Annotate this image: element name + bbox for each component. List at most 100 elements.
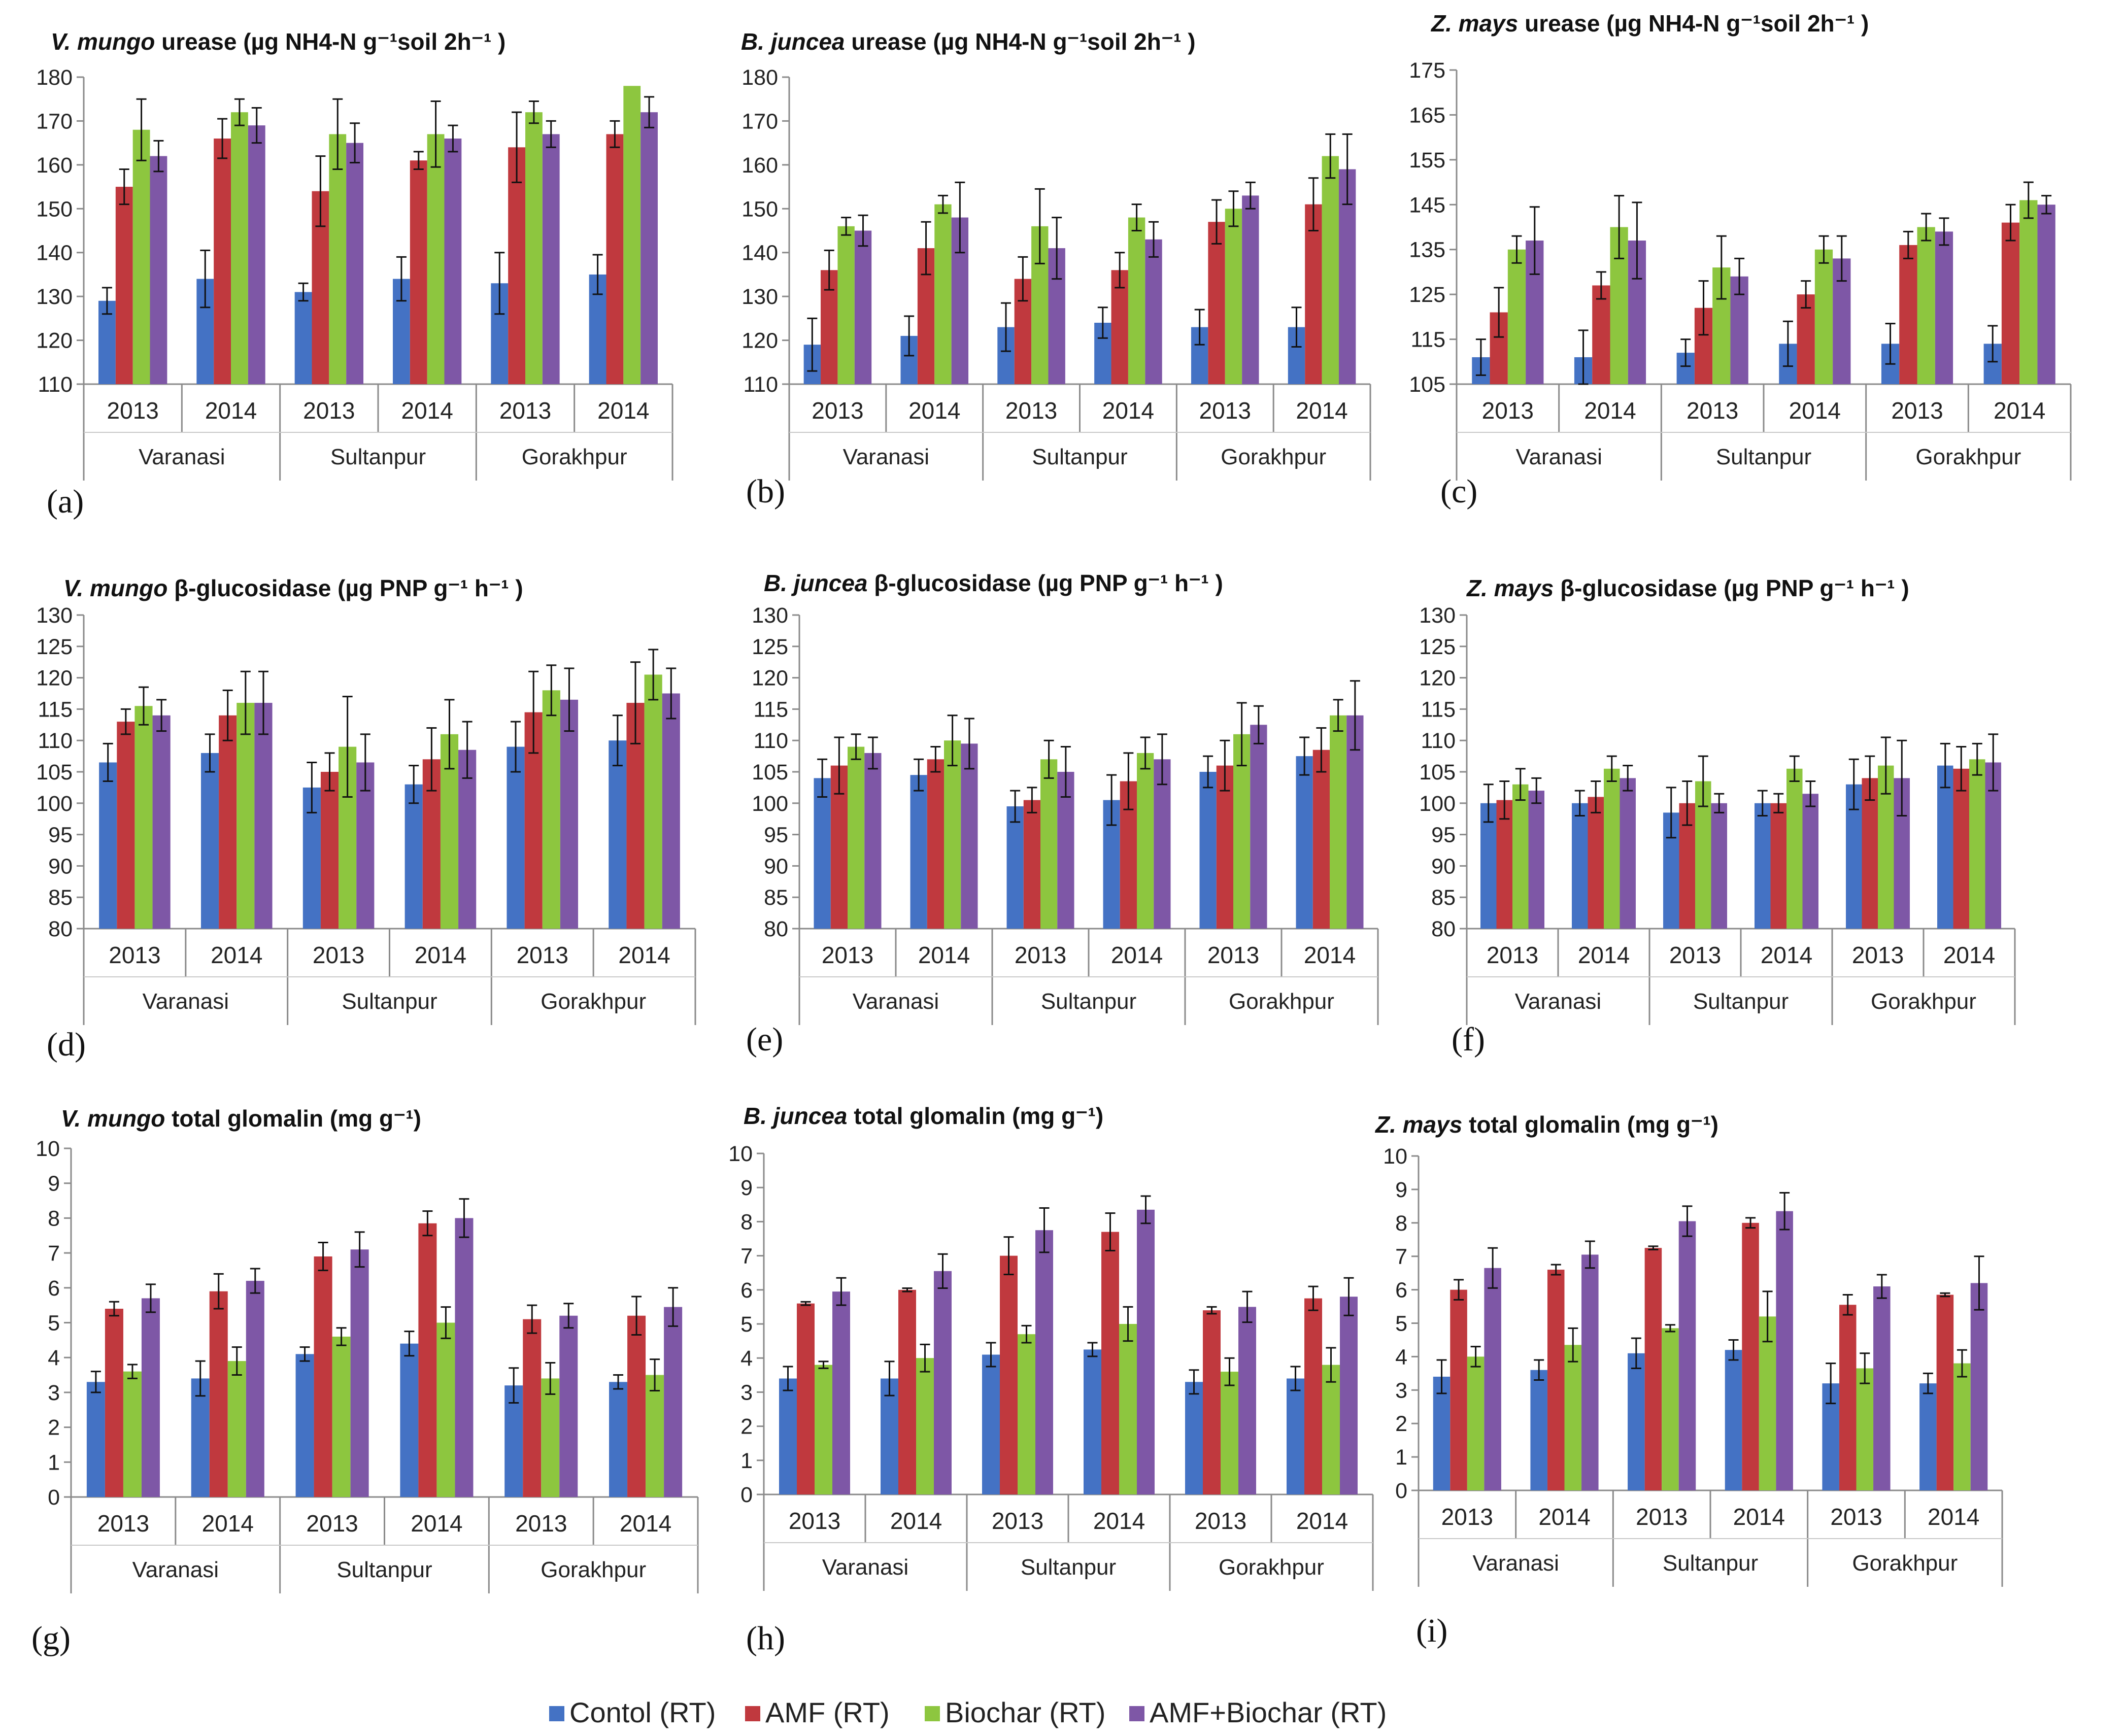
x-group-label-site: Varanasi xyxy=(143,989,229,1014)
x-tick-label-year: 2014 xyxy=(411,1510,462,1537)
bar xyxy=(779,1378,797,1494)
bar xyxy=(854,230,872,384)
species-name: B. juncea xyxy=(744,1103,848,1129)
x-tick-label-year: 2013 xyxy=(1005,397,1057,424)
bar xyxy=(400,1343,419,1497)
bar xyxy=(237,703,255,929)
x-group-label-site: Sultanpur xyxy=(330,445,426,469)
x-group-label-site: Gorakhpur xyxy=(1221,445,1326,469)
panel-label: (d) xyxy=(47,1026,86,1063)
x-tick-label-year: 2014 xyxy=(1943,942,1995,968)
bar xyxy=(1225,209,1242,384)
bar xyxy=(1662,1328,1679,1490)
x-tick-label-year: 2013 xyxy=(97,1510,149,1537)
species-name: V. mungo xyxy=(51,28,155,55)
bar xyxy=(86,1382,105,1497)
species-name: V. mungo xyxy=(61,1105,165,1132)
bar xyxy=(1512,784,1529,929)
bar xyxy=(1023,800,1040,929)
bar xyxy=(1581,1254,1599,1490)
bar xyxy=(1346,715,1364,929)
bar xyxy=(982,1354,1000,1494)
chart-title-measure: total glomalin (mg g⁻¹) xyxy=(1462,1111,1718,1138)
x-tick-label-year: 2013 xyxy=(1669,942,1721,968)
species-name: V. mungo xyxy=(63,575,167,601)
panel-label: (a) xyxy=(47,483,84,520)
panel-label: (e) xyxy=(746,1021,783,1058)
y-tick-label: 10 xyxy=(728,1142,753,1166)
x-group-label-site: Gorakhpur xyxy=(1915,445,2021,469)
bar xyxy=(1137,753,1154,929)
x-tick-label-year: 2013 xyxy=(1687,397,1738,424)
x-tick-label-year: 2014 xyxy=(1102,397,1154,424)
bar xyxy=(927,759,944,929)
chart-title-measure: β-glucosidase (µg PNP g⁻¹ h⁻¹ ) xyxy=(1554,575,1909,601)
y-tick-label: 2 xyxy=(740,1415,753,1439)
panel-label: (i) xyxy=(1416,1612,1447,1649)
x-group-label-site: Varanasi xyxy=(132,1557,219,1582)
x-tick-label-year: 2014 xyxy=(1761,942,1812,968)
x-tick-label-year: 2014 xyxy=(211,942,262,968)
chart-panel-6: V. mungo total glomalin (mg g⁻¹) 0 1 2 3 4 5 6 7… xyxy=(31,1105,699,1657)
bar xyxy=(609,740,627,929)
bar xyxy=(152,715,171,929)
legend-label: AMF+Biochar (RT) xyxy=(1150,1696,1387,1728)
bar xyxy=(329,134,347,384)
bar xyxy=(1936,1295,1954,1490)
x-tick-label-year: 2013 xyxy=(1207,942,1259,968)
y-tick-label: 180 xyxy=(741,65,778,90)
bar xyxy=(934,204,952,384)
legend-swatch xyxy=(925,1706,940,1721)
bar xyxy=(1203,1310,1221,1494)
y-tick-label: 110 xyxy=(753,729,788,753)
bar xyxy=(1528,791,1544,929)
y-tick-label: 5 xyxy=(1395,1312,1407,1336)
bar xyxy=(1433,1376,1451,1490)
bar xyxy=(1006,806,1024,929)
y-tick-label: 8 xyxy=(740,1210,753,1234)
bar xyxy=(1450,1289,1467,1490)
bar xyxy=(1242,195,1259,384)
x-group-label-site: Sultanpur xyxy=(1693,989,1789,1014)
x-tick-label-year: 2014 xyxy=(202,1510,254,1537)
y-tick-label: 7 xyxy=(740,1244,753,1269)
y-tick-label: 10 xyxy=(1383,1144,1407,1169)
y-tick-label: 0 xyxy=(1395,1479,1407,1503)
bar xyxy=(1742,1222,1759,1490)
bar xyxy=(1238,1307,1256,1494)
y-tick-label: 125 xyxy=(1419,635,1456,659)
chart-title: B. juncea total glomalin (mg g⁻¹) xyxy=(744,1103,1103,1129)
y-tick-label: 5 xyxy=(48,1311,60,1336)
y-tick-label: 4 xyxy=(1395,1345,1407,1369)
bar xyxy=(559,1315,578,1497)
chart-panel-2: Z. mays urease (µg NH4-N g⁻¹soil 2h⁻¹ ) 1… xyxy=(1409,10,2072,510)
x-tick-label-year: 2014 xyxy=(1296,397,1347,424)
bar xyxy=(444,139,462,384)
bar xyxy=(1119,1324,1137,1494)
y-tick-label: 150 xyxy=(741,197,778,221)
x-group-label-site: Gorakhpur xyxy=(1871,989,1976,1014)
bar xyxy=(1620,778,1636,929)
bar xyxy=(1484,1268,1501,1490)
panel-label: (g) xyxy=(31,1620,71,1657)
bar xyxy=(1935,231,1953,384)
bar xyxy=(832,1291,850,1494)
x-group-label-site: Varanasi xyxy=(1515,445,1602,469)
bar xyxy=(1330,715,1347,929)
bar xyxy=(1250,725,1267,929)
bar xyxy=(542,134,560,384)
bar xyxy=(797,1303,815,1494)
chart-title: Z. mays urease (µg NH4-N g⁻¹soil 2h⁻¹ ) xyxy=(1430,10,1869,37)
x-tick-label-year: 2014 xyxy=(1584,397,1636,424)
y-tick-label: 110 xyxy=(1421,729,1456,753)
x-tick-label-year: 2014 xyxy=(890,1508,942,1534)
y-tick-label: 1 xyxy=(1395,1445,1407,1470)
legend-label: Contol (RT) xyxy=(569,1696,716,1728)
chart-panel-5: Z. mays β-glucosidase (µg PNP g⁻¹ h⁻¹ ) 8… xyxy=(1419,575,2016,1058)
y-tick-label: 85 xyxy=(48,886,73,910)
y-tick-label: 95 xyxy=(48,823,73,847)
bar xyxy=(418,1223,437,1497)
bar xyxy=(508,147,525,384)
bar xyxy=(1322,156,1339,384)
x-group-label-site: Varanasi xyxy=(139,445,225,469)
